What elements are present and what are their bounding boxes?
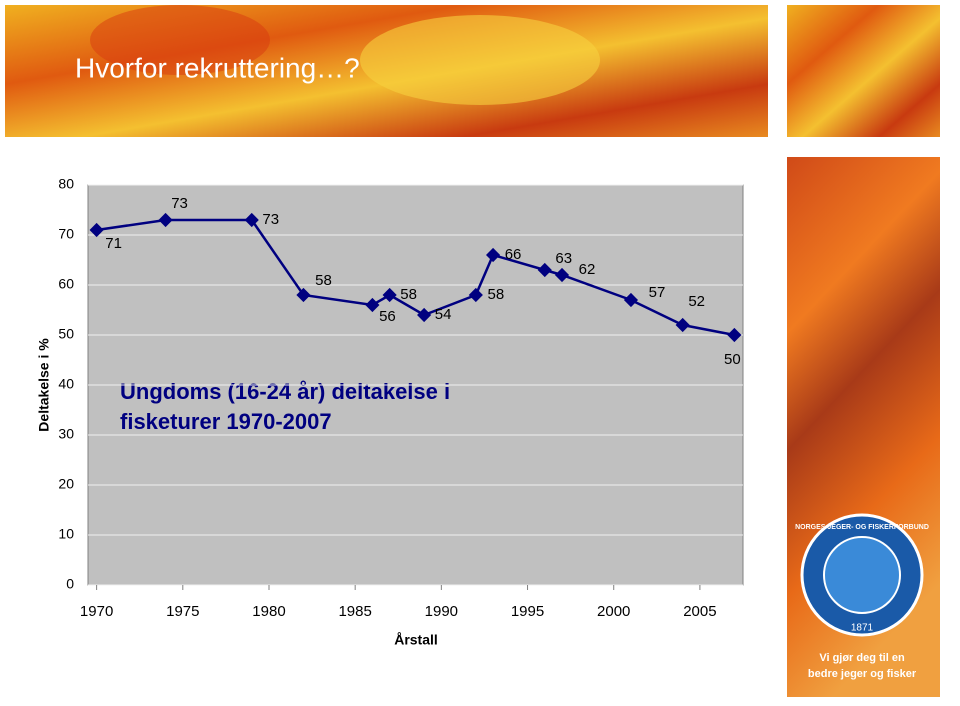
data-label: 71 <box>105 235 122 252</box>
logo-year: 1871 <box>851 623 874 634</box>
x-tick-label: 1995 <box>511 603 544 620</box>
y-tick-label: 10 <box>58 526 74 542</box>
slide-title: Hvorfor rekruttering…? <box>75 52 360 83</box>
data-label: 63 <box>555 250 572 267</box>
data-point <box>296 287 311 303</box>
corner-photo <box>787 5 940 137</box>
x-axis-label: Årstall <box>394 632 438 648</box>
data-label: 50 <box>724 351 741 368</box>
x-tick-label: 1990 <box>425 603 458 620</box>
data-point <box>158 212 173 228</box>
data-label: 54 <box>435 306 452 323</box>
data-point <box>468 287 483 303</box>
annotation: fisketurer 1970-2007 <box>120 409 332 434</box>
data-label: 58 <box>400 286 417 303</box>
y-axis-label: Deltakelse i % <box>36 338 52 432</box>
data-point <box>244 212 259 228</box>
data-point <box>727 327 742 343</box>
y-tick-label: 20 <box>58 476 74 492</box>
data-label: 66 <box>505 246 522 263</box>
y-tick-label: 50 <box>58 326 74 342</box>
x-tick-label: 2005 <box>683 603 716 620</box>
data-label: 57 <box>649 284 666 301</box>
data-point <box>382 287 397 303</box>
data-point <box>623 292 639 308</box>
x-tick-label: 1980 <box>252 603 285 620</box>
data-point <box>537 262 552 278</box>
leaf <box>90 5 270 75</box>
data-label: 52 <box>688 293 705 310</box>
data-point <box>675 317 690 333</box>
data-label: 73 <box>262 211 279 228</box>
leaf <box>360 15 600 105</box>
x-tick-label: 1985 <box>338 603 371 620</box>
data-point <box>554 267 570 283</box>
x-tick-label: 1975 <box>166 603 199 620</box>
logo-inner <box>823 536 901 614</box>
data-label: 56 <box>379 308 396 325</box>
slogan: bedre jeger og fisker <box>808 668 917 680</box>
data-line <box>96 218 735 337</box>
data-point <box>365 297 380 313</box>
logo-name: NORGES JEGER- OG FISKERFORBUND <box>795 524 929 531</box>
y-tick-label: 80 <box>58 176 74 192</box>
y-tick-label: 30 <box>58 426 74 442</box>
data-label: 62 <box>579 261 596 278</box>
data-label: 73 <box>171 195 188 212</box>
slogan: Vi gjør deg til en <box>819 652 905 664</box>
y-tick-label: 70 <box>58 226 74 242</box>
data-label: 58 <box>315 272 332 289</box>
y-tick-label: 60 <box>58 276 74 292</box>
data-point <box>417 307 432 323</box>
data-point <box>485 247 501 263</box>
x-tick-label: 1970 <box>80 603 113 620</box>
data-label: 58 <box>487 286 504 303</box>
annotation: Ungdoms (16-24 år) deltakelse i <box>120 379 450 404</box>
x-tick-label: 2000 <box>597 603 630 620</box>
y-tick-label: 0 <box>66 576 74 592</box>
y-tick-label: 40 <box>58 376 74 392</box>
